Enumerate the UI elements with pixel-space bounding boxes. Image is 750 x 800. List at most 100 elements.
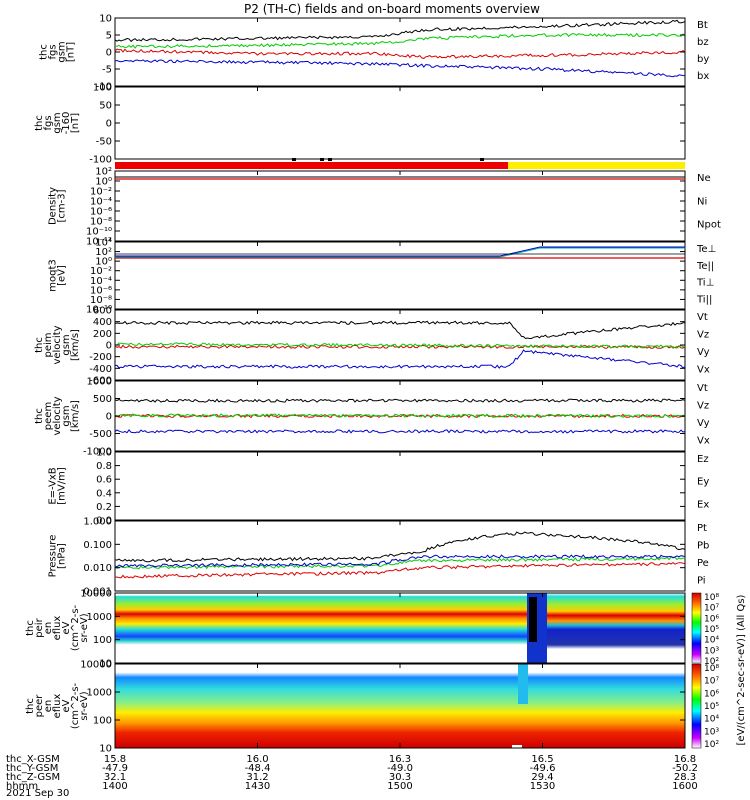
legend-entry: Pb bbox=[697, 541, 709, 552]
mode-bar-yellow-segment bbox=[508, 162, 685, 169]
y-axis-label: velocity bbox=[52, 396, 63, 435]
ephemeris-value: 28.3 bbox=[674, 772, 696, 783]
colorbar-ion bbox=[691, 592, 702, 664]
legend-entry: bx bbox=[697, 71, 709, 82]
y-tick-label: 0.6 bbox=[96, 475, 112, 486]
y-tick-label: 0 bbox=[106, 48, 112, 59]
y-axis-label: Density bbox=[48, 187, 59, 225]
mode-bar-tick bbox=[292, 158, 296, 161]
colorbar-tick-label: 10³ bbox=[704, 646, 719, 656]
y-axis-label: gsm bbox=[57, 41, 68, 62]
y-axis-label: -160 bbox=[61, 112, 72, 135]
y-axis-label: (cm^2-s- bbox=[70, 604, 81, 651]
y-tick-label: 10⁰ bbox=[95, 177, 112, 188]
y-tick-label: -500 bbox=[89, 429, 112, 440]
legend-entry: Ti|| bbox=[696, 294, 712, 305]
y-tick-label: -600 bbox=[89, 376, 112, 387]
ephemeris-value: -47.9 bbox=[102, 763, 128, 774]
y-tick-label: 5 bbox=[106, 31, 112, 42]
y-tick-label: 10⁻² bbox=[90, 187, 112, 198]
y-axis-label: gsm bbox=[61, 334, 72, 355]
y-tick-label: 10⁻⁸ bbox=[90, 295, 112, 306]
colorbar-tick-label: 10³ bbox=[704, 727, 719, 737]
colorbar-tick-label: 10⁶ bbox=[704, 614, 719, 624]
ephemeris-value: -49.6 bbox=[530, 763, 556, 774]
colorbar-tick-label: 10² bbox=[704, 740, 719, 750]
axis-layer: 1050-5-10thcfgsgsm[nT]100500-50-100thcfg… bbox=[25, 14, 719, 755]
legend-layer: Bt bz by bx Ne Ni Npot Te⊥ Te|| Ti⊥ Ti|| Vt Vz Vy Vx Vt… bbox=[696, 20, 721, 587]
y-tick-label: -50 bbox=[96, 137, 112, 148]
legend-entry: Ne bbox=[697, 173, 711, 184]
series-line-Pe bbox=[114, 556, 686, 570]
y-axis-label: [eV] bbox=[57, 265, 68, 286]
y-axis-label: Pressure bbox=[48, 535, 59, 578]
series-line-by bbox=[114, 32, 686, 49]
mode-bar bbox=[115, 158, 685, 169]
series-line-Vx bbox=[114, 429, 686, 434]
date-label: 2021 Sep 30 bbox=[6, 788, 69, 799]
y-tick-label: 10² bbox=[95, 247, 112, 258]
y-tick-label: -5 bbox=[102, 65, 112, 76]
ephemeris-row-label: thc_Y-GSM bbox=[6, 763, 58, 774]
legend-entry: Pt bbox=[697, 523, 707, 534]
legend-entry: Ex bbox=[697, 499, 709, 510]
y-tick-label: 1.000 bbox=[83, 517, 112, 528]
peer-spectrogram-gap bbox=[512, 745, 522, 748]
legend-entry: Npot bbox=[697, 220, 721, 231]
ephemeris-value: 30.3 bbox=[389, 772, 411, 783]
legend-entry: Vy bbox=[697, 347, 710, 358]
y-tick-label: 10 bbox=[99, 659, 112, 670]
ephemeris-value: -50.2 bbox=[672, 763, 698, 774]
series-line-Pi bbox=[114, 554, 686, 568]
y-tick-label: 10⁰ bbox=[95, 257, 112, 268]
y-axis-label: en bbox=[43, 700, 54, 713]
y-axis-label: peer bbox=[34, 694, 45, 718]
ephemeris-value: 29.4 bbox=[531, 772, 553, 783]
peir-spectrogram-pre bbox=[115, 593, 527, 663]
series-line-Bt bbox=[114, 19, 686, 43]
series-line-bx bbox=[114, 59, 686, 78]
y-tick-label: 0.0 bbox=[96, 516, 112, 527]
peir-spectrogram-gap bbox=[529, 597, 537, 642]
colorbar-tick-label: 10⁷ bbox=[704, 677, 719, 687]
y-tick-label: 10⁻⁶ bbox=[90, 285, 112, 296]
y-tick-label: 0.010 bbox=[83, 563, 112, 574]
y-axis-label: [mV/m] bbox=[57, 467, 68, 505]
legend-entry: Ez bbox=[697, 454, 709, 465]
series-line-Vt bbox=[114, 320, 685, 340]
ephemeris-row-label: thc_Z-GSM bbox=[6, 772, 60, 783]
y-axis-label: [km/s] bbox=[70, 400, 81, 432]
y-axis-label: [nT] bbox=[66, 42, 77, 62]
y-tick-label: 200 bbox=[93, 329, 112, 340]
y-tick-label: 100 bbox=[93, 635, 112, 646]
y-axis-label: thc bbox=[34, 408, 45, 424]
y-tick-label: 1000 bbox=[87, 612, 112, 623]
ephemeris-row-label: hhmm bbox=[6, 781, 38, 792]
y-tick-label: -400 bbox=[89, 364, 112, 375]
y-tick-label: 0.100 bbox=[83, 540, 112, 551]
legend-entry: Vt bbox=[697, 383, 708, 394]
colorbar-label: [eV/(cm^2-sec-sr-eV)] (All Qs) bbox=[736, 594, 747, 745]
colorbar-tick-label: 10⁵ bbox=[704, 625, 719, 635]
y-tick-label: 0 bbox=[106, 119, 112, 130]
mode-bar-tick bbox=[480, 158, 484, 161]
y-axis-label: peir bbox=[34, 617, 45, 637]
series-line-Ti-perp bbox=[115, 246, 685, 257]
y-tick-label: 10⁻⁴ bbox=[90, 197, 112, 208]
legend-entry: Vt bbox=[697, 312, 708, 323]
frame-density bbox=[114, 170, 686, 242]
legend-entry: Pi bbox=[697, 576, 706, 587]
y-tick-label: 10 bbox=[99, 744, 112, 755]
y-tick-label: 1.0 bbox=[96, 448, 112, 459]
ephemeris-value: -48.4 bbox=[245, 763, 271, 774]
legend-entry: Pe bbox=[697, 558, 709, 569]
y-tick-label: 10² bbox=[95, 167, 112, 178]
legend-entry: Vx bbox=[697, 365, 710, 376]
series-line-bz bbox=[114, 48, 686, 59]
ephemeris-value: 16.5 bbox=[531, 754, 553, 765]
ephemeris-value: 31.2 bbox=[246, 772, 268, 783]
y-tick-label: 0.2 bbox=[96, 502, 112, 513]
legend-entry: Ey bbox=[697, 477, 709, 488]
y-axis-label: eV bbox=[61, 621, 72, 634]
y-tick-label: 10 bbox=[99, 14, 112, 25]
